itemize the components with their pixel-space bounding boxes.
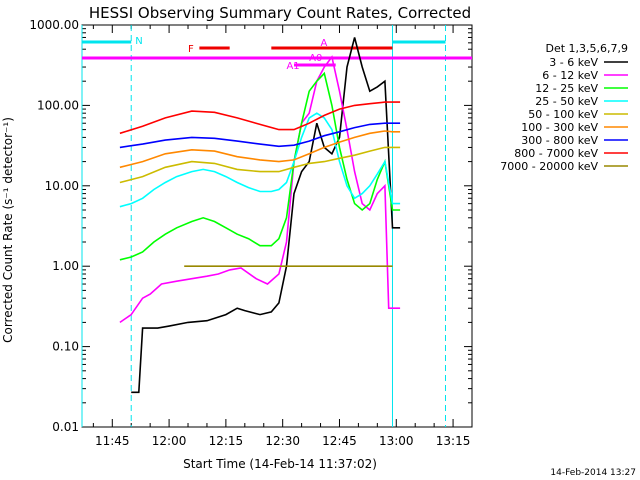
x-axis-label: Start Time (14-Feb-14 11:37:02) (183, 457, 377, 471)
legend-entry-label: 100 - 300 keV (521, 121, 598, 134)
x-axis: 11:45 12:00 12:15 12:30 12:45 13:00 13:15 (92, 25, 471, 448)
y-tick-label: 1.00 (52, 259, 79, 273)
footer-date: 14-Feb-2014 13:27 (550, 468, 636, 478)
attenuator-label: A0 (309, 53, 322, 64)
chart-title: HESSI Observing Summary Count Rates, Cor… (89, 4, 471, 22)
y-tick-label: 0.01 (52, 420, 79, 434)
y-axis-label: Corrected Count Rate (s⁻¹ detector⁻¹) (1, 117, 15, 343)
legend-entry-label: 300 - 800 keV (521, 134, 598, 147)
y-tick-label: 10.00 (45, 179, 79, 193)
legend-entry-label: 50 - 100 keV (528, 108, 598, 121)
series-line-6-12-kev (119, 55, 401, 324)
series-line-12-25-kev (119, 71, 401, 261)
legend-header: Det 1,3,5,6,7,9 (545, 42, 628, 55)
y-tick-label: 1000.00 (29, 18, 79, 32)
flare-flag-label: F (188, 44, 194, 55)
night-marker-label: N (135, 36, 142, 47)
x-tick-label: 12:45 (322, 434, 357, 448)
series-lines (119, 37, 401, 394)
y-tick-label: 100.00 (37, 98, 79, 112)
series-line-300-800-kev (119, 122, 401, 149)
legend-entry-label: 800 - 7000 keV (514, 147, 598, 160)
legend-entry-label: 25 - 50 keV (535, 95, 598, 108)
attenuator-label: A (321, 38, 328, 49)
x-tick-label: 13:15 (436, 434, 471, 448)
x-tick-label: 12:30 (265, 434, 300, 448)
attenuator-label: A1 (286, 61, 299, 72)
series-line-800-7000-kev (119, 101, 401, 135)
x-tick-label: 11:45 (95, 434, 130, 448)
x-tick-label: 12:00 (152, 434, 187, 448)
legend-entry-label: 6 - 12 keV (542, 69, 598, 82)
x-tick-label: 12:15 (209, 434, 244, 448)
series-line-25-50-kev (119, 112, 401, 208)
series-line-3-6-kev (131, 37, 401, 394)
legend-entry-label: 7000 - 20000 keV (500, 160, 598, 173)
series-line-50-100-kev (119, 146, 401, 184)
x-tick-label: 13:00 (379, 434, 414, 448)
plot-area: 1000.00 100.00 10.00 1.00 0.10 0.01 11:45 12:0… (29, 18, 473, 448)
status-bars: N A1 A0 A F (81, 25, 472, 427)
series-line-100-300-kev (119, 130, 401, 169)
legend-entry-label: 12 - 25 keV (535, 82, 598, 95)
legend-entry-label: 3 - 6 keV (549, 56, 598, 69)
y-axis: 1000.00 100.00 10.00 1.00 0.10 0.01 (29, 18, 472, 434)
y-tick-label: 0.10 (52, 340, 79, 354)
